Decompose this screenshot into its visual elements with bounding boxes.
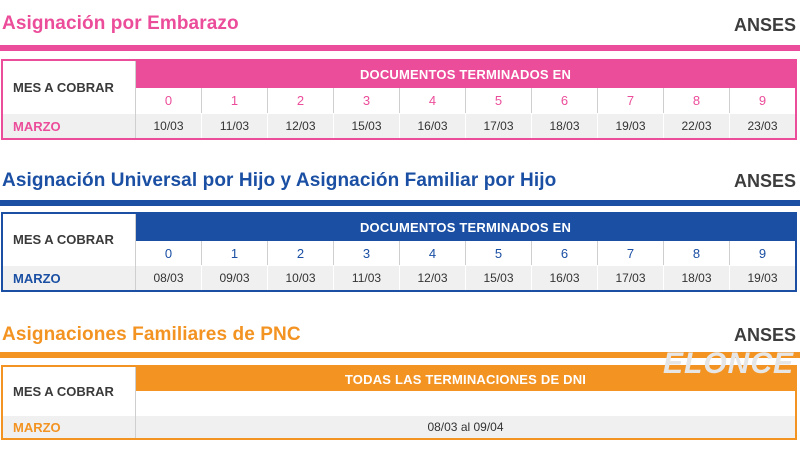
digit-cell: 4 <box>399 88 465 113</box>
month-label: MARZO <box>3 266 135 290</box>
pnc-rule <box>0 352 800 358</box>
auh-section: Asignación Universal por Hijo y Asignaci… <box>0 160 800 295</box>
digit-cell: 1 <box>201 241 267 265</box>
auh-title: Asignación Universal por Hijo y Asignaci… <box>2 170 557 191</box>
anses-logo: ANSES <box>733 15 796 35</box>
date-cell: 17/03 <box>465 114 531 138</box>
date-cell: 18/03 <box>531 114 597 138</box>
digit-cell: 9 <box>729 241 795 265</box>
date-cell: 17/03 <box>597 266 663 290</box>
digit-cell: 0 <box>164 245 173 261</box>
mes-a-cobrar-label: MES A COBRAR <box>3 61 135 113</box>
anses-logo: ANSES <box>733 171 796 191</box>
month-label: MARZO <box>3 114 135 138</box>
digit-cell: 3 <box>333 88 399 113</box>
pnc-table: MES A COBRAR TODAS LAS TERMINACIONES DE … <box>1 365 797 440</box>
column-divider <box>135 367 136 438</box>
date-cell: 22/03 <box>663 114 729 138</box>
digit-cell: 3 <box>333 241 399 265</box>
embarazo-section: Asignación por Embarazo ANSES MES A COBR… <box>0 0 800 145</box>
date-row: 08/03 09/03 10/03 11/03 12/03 15/03 16/03 17/03… <box>136 266 795 290</box>
date-cell: 09/03 <box>201 266 267 290</box>
anses-logo: ANSES <box>733 325 796 345</box>
documentos-header: DOCUMENTOS TERMINADOS EN <box>136 61 795 88</box>
mes-a-cobrar-label: MES A COBRAR <box>3 214 135 265</box>
column-divider <box>135 61 136 138</box>
date-cell: 15/03 <box>333 114 399 138</box>
embarazo-title: Asignación por Embarazo <box>2 13 239 34</box>
digit-cell: 8 <box>663 88 729 113</box>
pnc-section: Asignaciones Familiares de PNC ANSES MES… <box>0 315 800 450</box>
auh-table: MES A COBRAR DOCUMENTOS TERMINADOS EN 0 1… <box>1 212 797 292</box>
date-cell: 18/03 <box>663 266 729 290</box>
digit-cell: 2 <box>267 241 333 265</box>
terminaciones-header: TODAS LAS TERMINACIONES DE DNI <box>136 367 795 391</box>
date-cell: 16/03 <box>531 266 597 290</box>
date-row: 08/03 al 09/04 <box>136 416 795 438</box>
date-cell: 11/03 <box>201 114 267 138</box>
date-cell: 19/03 <box>597 114 663 138</box>
date-row: 10/03 11/03 12/03 15/03 16/03 17/03 18/03 19/03… <box>136 114 795 138</box>
embarazo-table: MES A COBRAR DOCUMENTOS TERMINADOS EN 0 1… <box>1 59 797 140</box>
digit-cell: 5 <box>465 241 531 265</box>
digit-cell: 1 <box>201 88 267 113</box>
digit-cell: 8 <box>663 241 729 265</box>
column-divider <box>135 214 136 290</box>
watermark-logo: ELONCE <box>662 347 794 380</box>
date-cell: 08/03 <box>153 271 184 285</box>
digit-cell: 6 <box>531 88 597 113</box>
pnc-title: Asignaciones Familiares de PNC <box>2 324 301 345</box>
digit-cell: 9 <box>729 88 795 113</box>
digit-cell: 7 <box>597 88 663 113</box>
digit-cell: 0 <box>164 93 173 108</box>
date-cell: 19/03 <box>729 266 795 290</box>
auh-rule <box>0 200 800 206</box>
date-cell: 12/03 <box>267 114 333 138</box>
embarazo-rule <box>0 45 800 51</box>
documentos-header: DOCUMENTOS TERMINADOS EN <box>136 214 795 241</box>
date-cell: 15/03 <box>465 266 531 290</box>
digit-cell: 7 <box>597 241 663 265</box>
blank-row <box>136 391 795 415</box>
digit-cell: 4 <box>399 241 465 265</box>
mes-a-cobrar-label: MES A COBRAR <box>3 367 135 415</box>
date-cell: 10/03 <box>153 119 184 133</box>
digit-cell: 5 <box>465 88 531 113</box>
date-cell: 11/03 <box>333 266 399 290</box>
date-range: 08/03 al 09/04 <box>427 420 504 434</box>
digit-cell: 6 <box>531 241 597 265</box>
date-cell: 12/03 <box>399 266 465 290</box>
month-label: MARZO <box>3 416 135 438</box>
date-cell: 10/03 <box>267 266 333 290</box>
date-cell: 23/03 <box>729 114 795 138</box>
date-cell: 16/03 <box>399 114 465 138</box>
digit-cell: 2 <box>267 88 333 113</box>
